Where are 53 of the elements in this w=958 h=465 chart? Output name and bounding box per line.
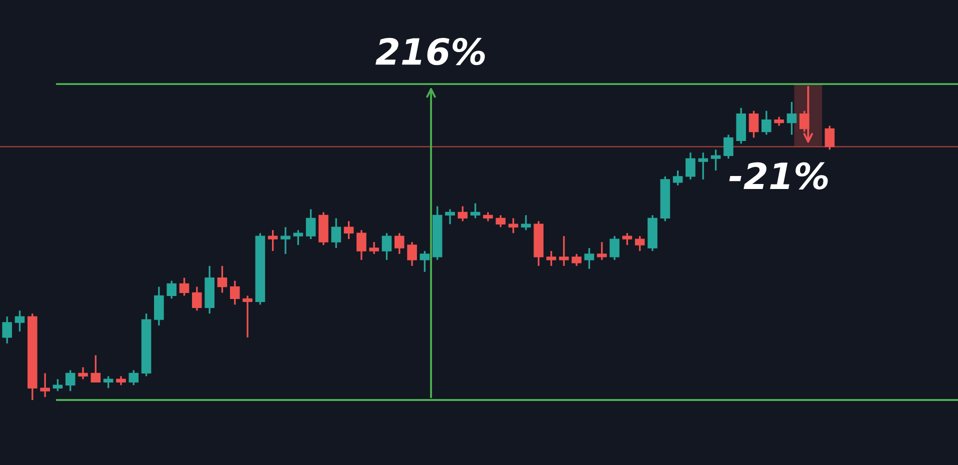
candlestick xyxy=(496,214,506,228)
candlestick xyxy=(686,152,696,180)
text: 216% xyxy=(376,38,485,66)
candlestick xyxy=(103,375,114,389)
candlestick xyxy=(306,208,316,240)
candlestick xyxy=(382,232,392,261)
candlestick xyxy=(559,235,569,267)
candlestick xyxy=(824,124,835,150)
candlestick xyxy=(52,378,63,392)
annotation: -21% xyxy=(729,162,828,190)
candlestick xyxy=(192,286,202,312)
candlestick xyxy=(40,372,50,398)
candlestick xyxy=(230,280,240,306)
candlestick xyxy=(420,250,430,273)
candlestick xyxy=(546,250,556,267)
candlestick xyxy=(786,101,797,136)
candlestick xyxy=(748,110,759,139)
candlestick xyxy=(407,241,417,267)
candlestick xyxy=(78,366,88,380)
candlestick xyxy=(521,214,531,231)
candlestick xyxy=(724,134,734,160)
candlestick xyxy=(154,286,164,326)
candlestick xyxy=(394,232,404,255)
candlestick xyxy=(508,217,518,234)
candlestick xyxy=(344,220,354,240)
candlestick xyxy=(572,253,582,267)
candlestick xyxy=(458,205,468,222)
candlestick xyxy=(672,170,683,186)
candlestick xyxy=(596,241,607,261)
candlestick xyxy=(242,294,252,338)
candlestick xyxy=(610,235,620,261)
candlestick xyxy=(280,226,290,255)
candlestick xyxy=(331,217,342,249)
candlestick xyxy=(90,354,101,383)
candlestick xyxy=(761,110,772,136)
candlestick xyxy=(14,310,25,332)
candlestick xyxy=(634,235,645,252)
candlestick xyxy=(470,202,480,220)
candlestick xyxy=(445,208,455,225)
candlestick xyxy=(2,316,12,344)
candlestick xyxy=(698,152,708,180)
candlestick xyxy=(268,229,278,252)
candlestick xyxy=(710,148,721,172)
candlestick xyxy=(622,232,632,246)
candlestick xyxy=(166,280,177,300)
candlestick xyxy=(369,241,379,255)
candlestick xyxy=(65,369,76,392)
candlestick xyxy=(217,265,228,294)
candlestick xyxy=(293,229,304,246)
candlestick xyxy=(584,247,594,270)
candlestick xyxy=(356,229,366,261)
candlestick xyxy=(128,369,139,386)
candlestick xyxy=(179,276,190,297)
